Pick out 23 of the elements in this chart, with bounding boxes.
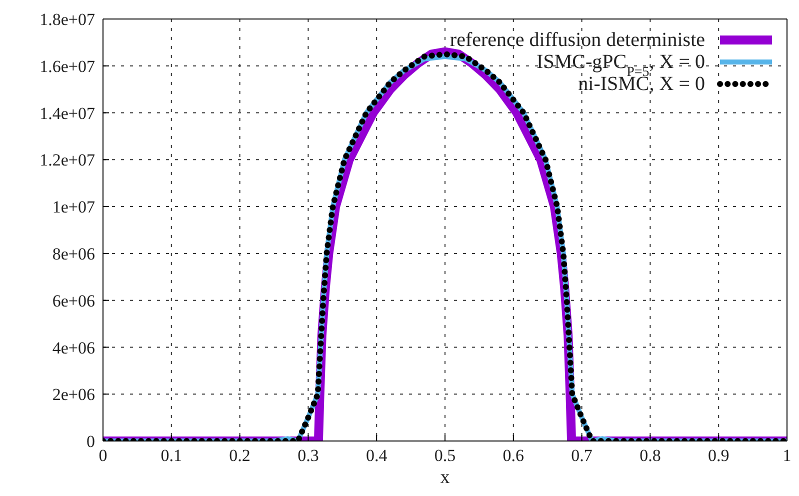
y-tick-label: 1.6e+07 [40, 56, 96, 76]
y-tick-label: 1e+07 [52, 198, 96, 217]
x-tick-label: 0.4 [366, 446, 388, 466]
x-tick-label: 0.6 [502, 446, 524, 466]
x-tick-label: 0.1 [160, 446, 182, 466]
y-tick-label: 2e+06 [52, 385, 95, 404]
x-tick-label: 0.9 [708, 446, 730, 466]
y-tick-label: 4e+06 [52, 338, 95, 358]
x-tick-label: 0.2 [229, 446, 250, 466]
y-tick-label: 1.2e+07 [40, 150, 96, 170]
x-tick-label: 0.3 [298, 446, 319, 466]
x-tick-label: 0.7 [571, 446, 593, 466]
x-tick-label: 0 [98, 446, 108, 466]
legend-label: reference diffusion deterministe [450, 29, 706, 51]
x-tick-label: 0.8 [640, 446, 661, 466]
x-tick-label: 1 [782, 446, 792, 466]
x-axis-title: x [440, 467, 450, 488]
y-tick-label: 8e+06 [52, 244, 95, 264]
y-tick-label: 1.8e+07 [40, 10, 96, 30]
y-tick-label: 6e+06 [52, 291, 95, 310]
y-tick-label: 0 [86, 432, 95, 452]
x-tick-label: 0.5 [434, 446, 456, 466]
y-tick-label: 1.4e+07 [40, 104, 96, 123]
